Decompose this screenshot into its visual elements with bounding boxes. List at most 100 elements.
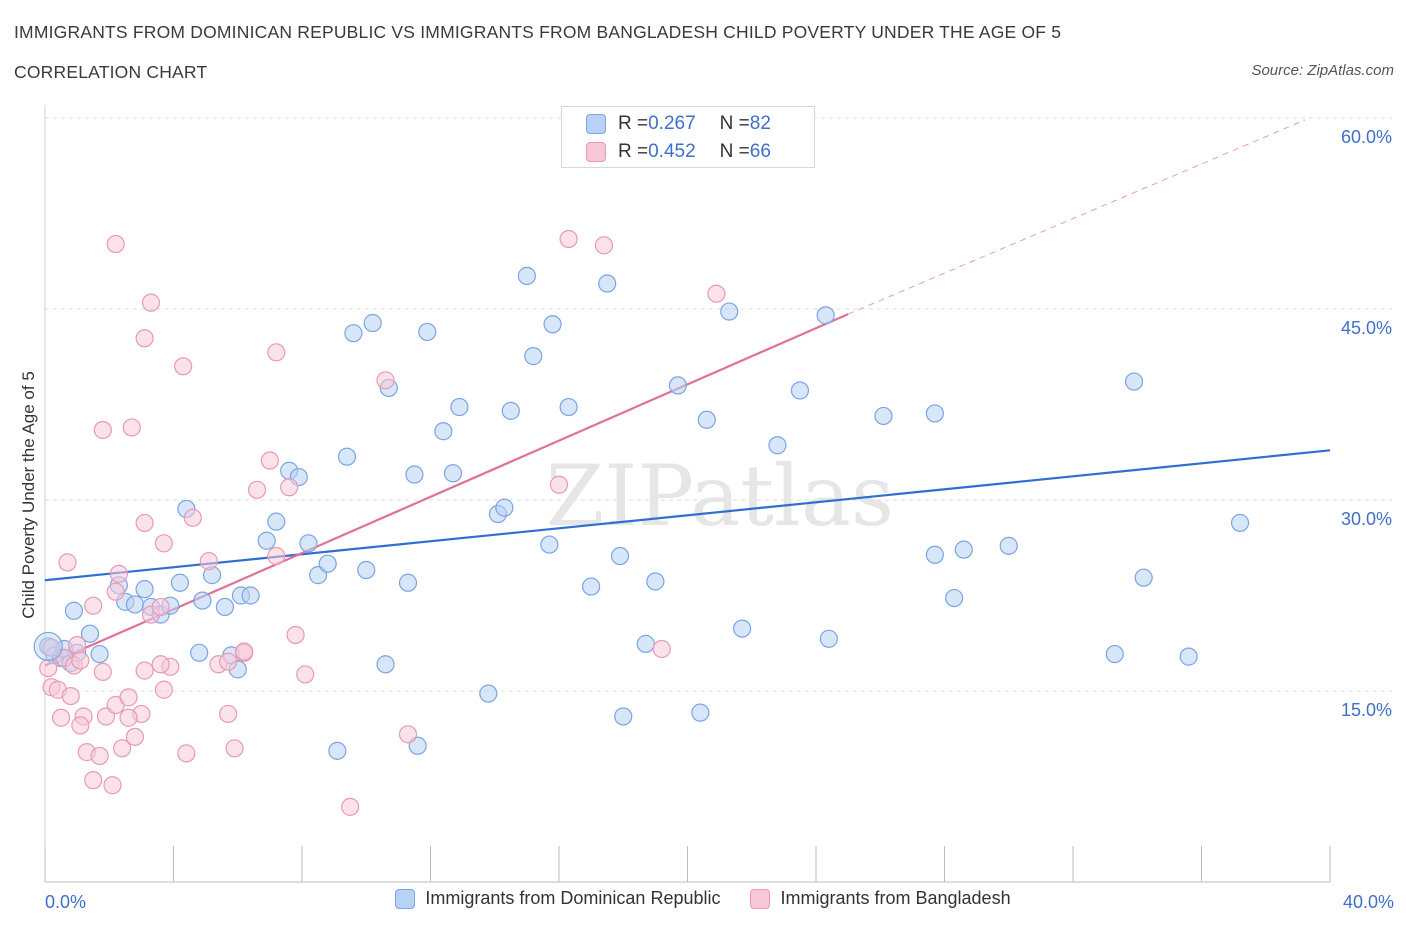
- point-bangladesh: [68, 636, 87, 655]
- point-dominican: [328, 741, 347, 760]
- point-dominican: [170, 573, 190, 592]
- point-bangladesh: [280, 478, 299, 497]
- point-dominican: [241, 586, 260, 605]
- legend-item-dominican: Immigrants from Dominican Republic: [395, 888, 720, 909]
- point-dominican: [267, 512, 286, 531]
- point-bangladesh: [219, 652, 238, 671]
- point-bangladesh: [267, 343, 286, 362]
- point-dominican: [405, 465, 424, 484]
- point-dominican: [495, 498, 514, 517]
- point-bangladesh: [125, 727, 145, 746]
- point-dominican: [318, 554, 337, 573]
- trend-line-dominican: [44, 449, 1331, 582]
- point-bangladesh: [260, 451, 279, 470]
- point-bangladesh: [225, 739, 244, 758]
- point-dominican: [646, 572, 665, 591]
- point-dominican: [125, 595, 145, 614]
- chart-title: IMMIGRANTS FROM DOMINICAN REPUBLIC VS IM…: [14, 22, 1062, 42]
- point-dominican: [614, 707, 633, 726]
- point-bangladesh: [267, 546, 286, 566]
- point-dominican: [418, 322, 437, 342]
- pink-swatch: [750, 888, 771, 909]
- point-dominican: [434, 422, 453, 441]
- point-bangladesh: [58, 553, 77, 572]
- point-bangladesh: [177, 744, 196, 763]
- point-bangladesh: [135, 329, 154, 348]
- point-dominican: [450, 397, 469, 417]
- point-bangladesh: [119, 708, 138, 727]
- source-label: Source: ZipAtlas.com: [1251, 62, 1394, 79]
- y-tick-label: 15.0%: [1341, 700, 1392, 720]
- point-bangladesh: [42, 638, 61, 657]
- point-bangladesh: [151, 655, 170, 674]
- point-bangladesh: [594, 236, 614, 255]
- point-bangladesh: [235, 642, 254, 661]
- n-label: N =: [719, 113, 750, 134]
- point-dominican: [790, 381, 810, 400]
- point-bangladesh: [183, 508, 202, 527]
- n-label: N =: [719, 141, 750, 162]
- point-dominican: [697, 410, 716, 429]
- point-dominican: [33, 631, 63, 662]
- point-dominican: [1105, 644, 1124, 664]
- point-bangladesh: [71, 651, 90, 670]
- point-dominican: [479, 684, 498, 703]
- point-bangladesh: [61, 686, 80, 706]
- point-bangladesh: [51, 708, 71, 727]
- point-bangladesh: [341, 797, 360, 816]
- point-dominican: [193, 591, 212, 610]
- point-bangladesh: [219, 704, 238, 724]
- point-dominican: [559, 397, 578, 417]
- y-axis-label: Child Poverty Under the Age of 5: [19, 371, 38, 619]
- point-dominican: [344, 324, 363, 343]
- point-bangladesh: [135, 661, 154, 680]
- point-dominican: [733, 619, 752, 638]
- point-dominican: [1230, 513, 1250, 533]
- point-dominican: [582, 577, 601, 596]
- point-dominican: [376, 655, 395, 674]
- point-dominican: [524, 347, 543, 366]
- point-bangladesh: [109, 564, 128, 583]
- point-dominican: [691, 703, 710, 722]
- point-bangladesh: [151, 597, 170, 617]
- trend-line-bangladesh-extension: [847, 119, 1306, 315]
- grid-lines: [45, 117, 1392, 692]
- bottom-legend: Immigrants from Dominican Republic Immig…: [0, 888, 1406, 909]
- point-dominican: [363, 313, 382, 333]
- y-tick-label: 45.0%: [1341, 318, 1392, 338]
- legend-item-bangladesh: Immigrants from Bangladesh: [750, 888, 1011, 909]
- point-bangladesh: [106, 582, 125, 601]
- point-bangladesh: [119, 688, 138, 707]
- point-dominican: [720, 302, 739, 321]
- point-dominican: [357, 560, 376, 580]
- point-bangladesh: [199, 552, 218, 571]
- x-tick-label: 40.0%: [1343, 892, 1394, 912]
- point-dominican: [80, 624, 100, 643]
- point-dominican: [299, 534, 318, 553]
- r-value: 0.452: [648, 141, 696, 162]
- point-bangladesh: [39, 658, 58, 678]
- data-points: [33, 229, 1250, 816]
- point-bangladesh: [247, 480, 267, 499]
- r-label: R =: [618, 113, 649, 134]
- point-dominican: [1134, 568, 1153, 587]
- point-bangladesh: [84, 596, 103, 615]
- n-value: 66: [749, 141, 771, 162]
- n-value: 82: [749, 113, 771, 134]
- r-label: R =: [618, 141, 649, 162]
- point-dominican: [954, 540, 973, 559]
- r-value: 0.267: [648, 113, 696, 134]
- point-bangladesh: [652, 639, 671, 659]
- point-dominican: [540, 535, 559, 554]
- blue-swatch: [395, 888, 416, 909]
- point-dominican: [610, 546, 630, 566]
- point-dominican: [1179, 647, 1198, 666]
- point-bangladesh: [707, 284, 726, 303]
- point-dominican: [668, 376, 687, 395]
- point-dominican: [816, 306, 835, 325]
- point-dominican: [543, 315, 562, 334]
- point-bangladesh: [174, 357, 193, 376]
- tick-labels: 15.0% 30.0% 45.0% 60.0% 0.0% 40.0%: [45, 127, 1394, 912]
- point-dominican: [257, 531, 276, 550]
- point-dominican: [819, 629, 838, 648]
